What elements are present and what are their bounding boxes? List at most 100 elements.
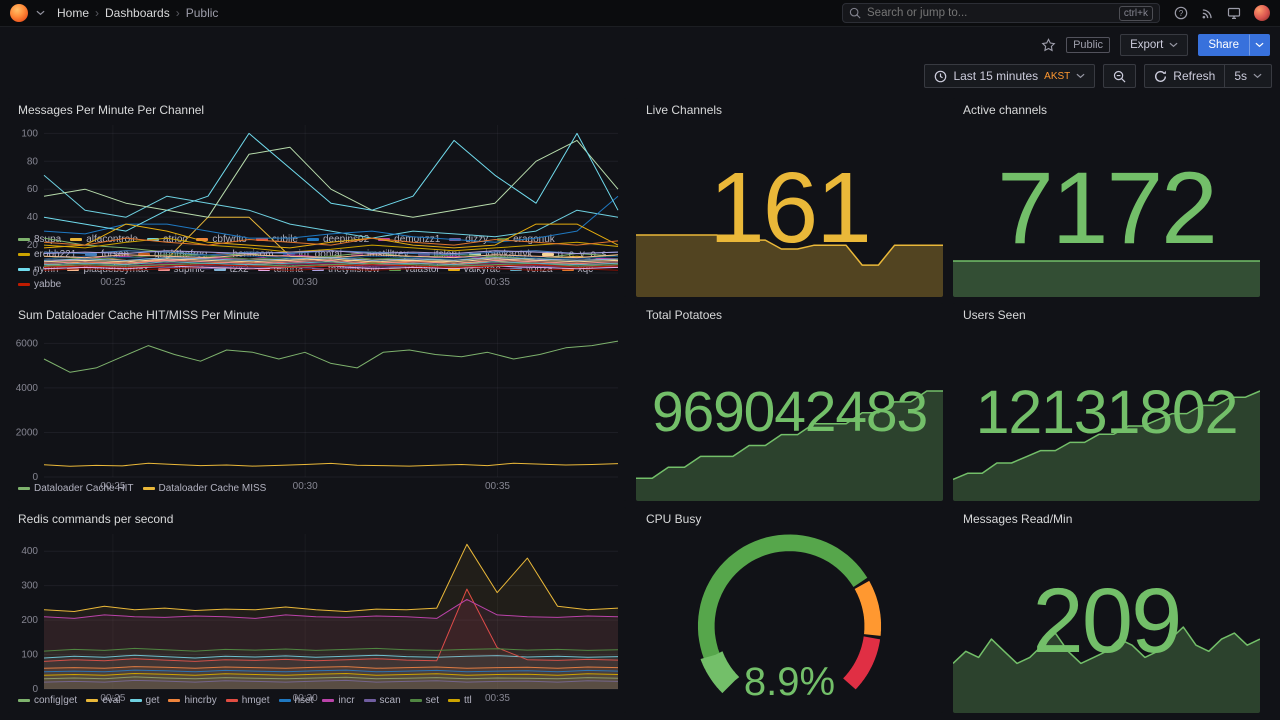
legend-swatch — [216, 253, 229, 256]
export-button[interactable]: Export — [1120, 34, 1189, 56]
panel-dataloader-cache: Sum Dataloader Cache HIT/MISS Per Minute… — [8, 303, 626, 501]
legend-item[interactable]: Dataloader Cache HIT — [18, 482, 134, 495]
svg-text:40: 40 — [27, 212, 39, 223]
panel-title[interactable]: Live Channels — [646, 103, 723, 117]
cpu-gauge[interactable]: 8.9% — [636, 528, 943, 713]
share-label: Share — [1208, 39, 1239, 51]
legend-item[interactable]: nymn — [18, 263, 58, 276]
breadcrumb-separator-icon: › — [175, 6, 180, 20]
legend-swatch — [363, 699, 376, 702]
panel-total-potatoes: Total Potatoes 969042483 — [636, 303, 943, 501]
legend-item[interactable]: hmget — [225, 694, 270, 707]
active-channels-stat[interactable]: 7172 — [953, 119, 1260, 297]
time-range-picker[interactable]: Last 15 minutes AKST — [924, 64, 1096, 88]
display-button[interactable] — [1227, 6, 1241, 20]
svg-text:2000: 2000 — [16, 427, 39, 438]
help-icon: ? — [1174, 6, 1188, 20]
legend-item[interactable]: get — [129, 694, 159, 707]
grafana-logo-icon[interactable] — [10, 4, 28, 22]
legend-item[interactable]: eragonuk — [497, 233, 555, 246]
breadcrumb-dashboards[interactable]: Dashboards — [105, 6, 170, 20]
nav-icons: ? — [1174, 5, 1270, 21]
legend-item[interactable]: hset — [278, 694, 313, 707]
legend-item[interactable]: forsen — [85, 248, 129, 261]
legend-item[interactable]: eval — [86, 694, 121, 707]
legend-item[interactable]: t2x2 — [213, 263, 249, 276]
timezone-label: AKST — [1044, 70, 1071, 82]
svg-text:20: 20 — [27, 240, 39, 251]
legend-item[interactable]: joeykaotyk — [469, 248, 533, 261]
panel-title[interactable]: Redis commands per second — [18, 512, 174, 526]
svg-text:300: 300 — [21, 581, 38, 592]
legend-item[interactable]: 8supa — [18, 233, 61, 246]
cpu-gauge-arc — [636, 528, 943, 713]
help-button[interactable]: ? — [1174, 6, 1188, 20]
svg-text:0: 0 — [32, 268, 38, 279]
legend-label: cubile — [271, 234, 298, 245]
legend-item[interactable]: scan — [363, 694, 401, 707]
panel-live-channels: Live Channels 161 — [636, 98, 943, 297]
legend-label: hincrby — [184, 695, 217, 706]
legend-label: Dataloader Cache HIT — [34, 483, 134, 494]
legend-label: alfacontrole — [86, 234, 138, 245]
panel-messages-read: Messages Read/Min 209 — [953, 507, 1260, 713]
legend-item[interactable]: set — [409, 694, 439, 707]
news-button[interactable] — [1201, 7, 1214, 20]
panel-title[interactable]: Users Seen — [963, 308, 1026, 322]
legend-label: forsen — [101, 249, 130, 260]
chevron-down-icon[interactable] — [36, 10, 45, 16]
star-dashboard-button[interactable] — [1041, 38, 1056, 52]
panel-title[interactable]: Messages Read/Min — [963, 512, 1073, 526]
user-avatar[interactable] — [1254, 5, 1270, 21]
panel-title[interactable]: Sum Dataloader Cache HIT/MISS Per Minute — [18, 308, 260, 322]
refresh-interval-label: 5s — [1234, 69, 1247, 83]
legend-item[interactable]: n_e_v_o_s — [541, 248, 607, 261]
search-field[interactable] — [867, 7, 1113, 19]
zoom-out-button[interactable] — [1103, 64, 1137, 88]
legend-swatch — [213, 268, 226, 271]
legend-item[interactable]: incr — [322, 694, 355, 707]
panel-title[interactable]: Active channels — [963, 103, 1048, 117]
breadcrumb-home[interactable]: Home — [57, 6, 90, 20]
svg-text:4000: 4000 — [16, 383, 39, 394]
legend-item[interactable]: ttl — [448, 694, 472, 707]
legend-item[interactable]: cubile — [255, 233, 298, 246]
search-input[interactable]: ctrl+k — [842, 3, 1160, 23]
svg-text:00:30: 00:30 — [293, 277, 318, 288]
svg-text:00:30: 00:30 — [293, 481, 318, 492]
active-channels-sparkline — [953, 259, 1260, 297]
messages-chart[interactable]: 0 20 40 60 80 100 00:25 00:30 00:35 — [8, 119, 626, 288]
panel-title[interactable]: Total Potatoes — [646, 308, 723, 322]
legend-item[interactable]: valkyrae — [447, 263, 501, 276]
share-menu-button[interactable] — [1249, 34, 1270, 56]
legend-item[interactable]: hincrby — [168, 694, 217, 707]
panel-title[interactable]: CPU Busy — [646, 512, 702, 526]
panel-title[interactable]: Messages Per Minute Per Channel — [18, 103, 205, 117]
breadcrumb-separator-icon: › — [95, 6, 100, 20]
dataloader-chart[interactable]: 0 2000 4000 6000 00:25 00:30 00:35 — [8, 324, 626, 492]
redis-chart[interactable]: 0 100 200 300 400 00:25 00:30 00:35 — [8, 528, 626, 704]
refresh-interval-picker[interactable]: 5s — [1225, 64, 1272, 88]
legend-item[interactable]: alfacontrole — [70, 233, 138, 246]
users-seen-stat[interactable]: 12131802 — [953, 324, 1260, 501]
legend-item[interactable]: cbfwrito — [196, 233, 247, 246]
legend-label: Dataloader Cache MISS — [158, 483, 267, 494]
svg-text:400: 400 — [21, 546, 38, 557]
legend-item[interactable]: config|get — [18, 694, 77, 707]
legend-swatch — [350, 253, 363, 256]
svg-text:00:25: 00:25 — [100, 277, 125, 288]
legend-item[interactable]: erobb221 — [18, 248, 76, 261]
share-button[interactable]: Share — [1198, 34, 1249, 56]
legend-label: erobb221 — [34, 249, 77, 260]
legend-item[interactable]: griphthefrog — [138, 248, 207, 261]
legend-label: n_e_v_o_s — [557, 249, 607, 260]
refresh-button[interactable]: Refresh — [1144, 64, 1226, 88]
total-potatoes-stat[interactable]: 969042483 — [636, 324, 943, 501]
live-channels-stat[interactable]: 161 — [636, 119, 943, 297]
messages-read-stat[interactable]: 209 — [953, 528, 1260, 713]
legend-item[interactable]: Dataloader Cache MISS — [142, 482, 267, 495]
total-potatoes-sparkline — [636, 389, 943, 501]
legend-item[interactable]: yabbe — [18, 278, 61, 291]
legend-item[interactable]: deepins02 — [307, 233, 369, 246]
legend-item[interactable]: supinic — [157, 263, 205, 276]
